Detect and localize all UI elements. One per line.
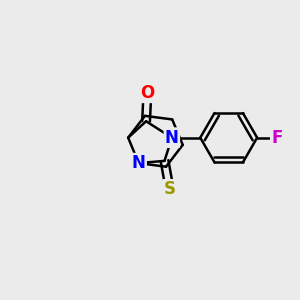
- Text: F: F: [271, 129, 283, 147]
- Text: N: N: [165, 129, 179, 147]
- Text: O: O: [140, 84, 154, 102]
- Text: S: S: [164, 180, 176, 198]
- Text: N: N: [132, 154, 145, 172]
